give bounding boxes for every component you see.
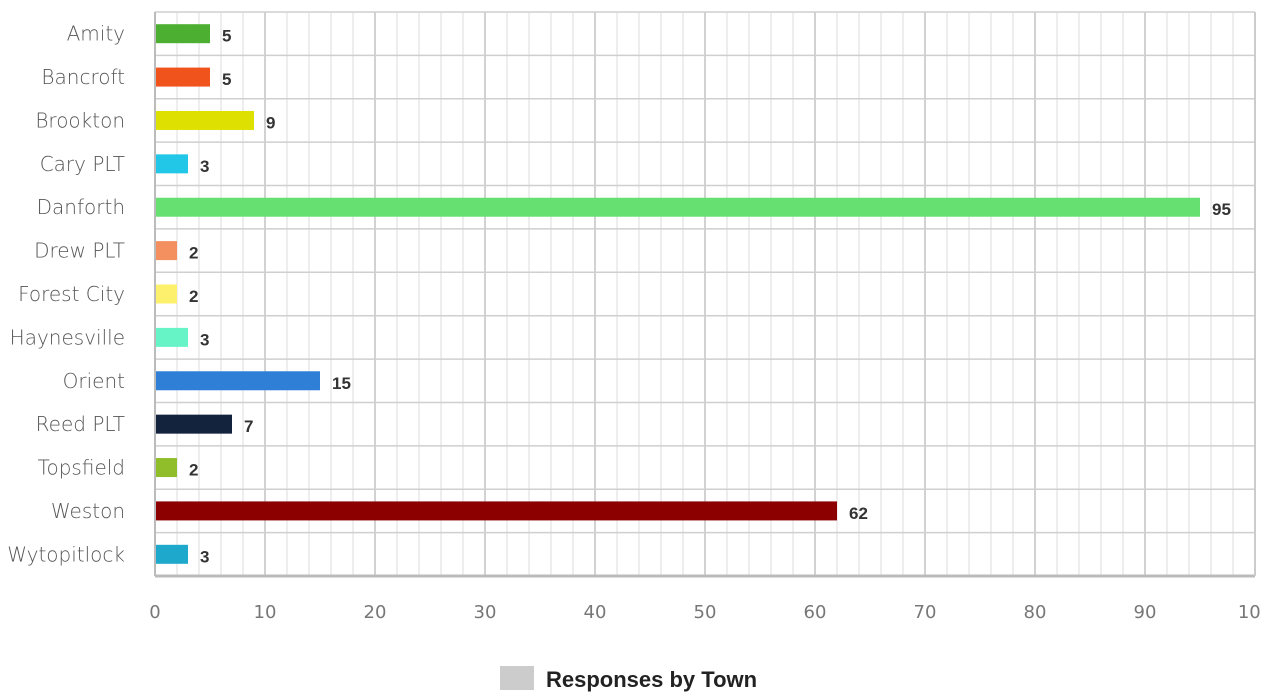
bar-value-label: 9 — [266, 113, 275, 132]
x-tick-label: 40 — [584, 602, 607, 623]
category-label: Wytopitlock — [7, 542, 125, 566]
category-label: Drew PLT — [34, 239, 125, 263]
bar-orient — [156, 371, 320, 391]
category-label: Weston — [51, 499, 125, 523]
bar-value-label: 62 — [849, 504, 868, 523]
bar-weston — [156, 501, 837, 521]
category-label: Orient — [63, 369, 125, 393]
bar-haynesville — [156, 327, 188, 347]
bar-value-label: 5 — [222, 27, 231, 46]
category-label: Haynesville — [10, 325, 125, 349]
legend-label: Responses by Town — [546, 667, 757, 692]
bar-value-label: 7 — [244, 417, 253, 436]
x-tick-label: 60 — [804, 602, 827, 623]
bar-value-label: 3 — [200, 330, 209, 349]
bar-bancroft — [156, 67, 210, 87]
bar-amity — [156, 24, 210, 44]
category-label: Cary PLT — [40, 152, 125, 176]
x-tick-label: 50 — [694, 602, 717, 623]
bar-value-label: 2 — [189, 244, 198, 263]
legend-swatch — [500, 666, 534, 690]
bar-value-label: 95 — [1212, 200, 1231, 219]
chart-legend: Responses by Town — [500, 666, 757, 692]
category-label: Forest City — [18, 282, 125, 306]
x-tick-label: 30 — [474, 602, 497, 623]
category-label: Bancroft — [41, 65, 125, 89]
bar-value-label: 2 — [189, 287, 198, 306]
bar-value-label: 5 — [222, 70, 231, 89]
bar-value-label: 3 — [200, 157, 209, 176]
bar-topsfield — [156, 458, 177, 478]
bar-brookton — [156, 110, 254, 130]
chart-grid — [154, 11, 1256, 578]
category-label: Danforth — [37, 195, 125, 219]
bar-danforth — [156, 197, 1200, 217]
x-tick-label: 80 — [1024, 602, 1047, 623]
x-tick-label: 0 — [149, 602, 160, 623]
category-label: Reed PLT — [36, 412, 125, 436]
category-label: Amity — [67, 22, 125, 46]
category-label: Topsfield — [38, 456, 125, 480]
x-tick-label: 20 — [364, 602, 387, 623]
value-axis-tick-labels: 0 10 20 30 40 50 60 70 80 90 100 — [149, 602, 1261, 623]
x-tick-label: 100 — [1238, 602, 1261, 623]
bar-wytopitlock — [156, 544, 188, 564]
bar-cary-plt — [156, 154, 188, 174]
category-axis-labels: Amity Bancroft Brookton Cary PLT Danforth Dre… — [7, 22, 125, 567]
bar-reed-plt — [156, 414, 232, 434]
bar-value-label: 15 — [332, 374, 351, 393]
bar-value-label: 2 — [189, 461, 198, 480]
x-tick-label: 90 — [1134, 602, 1157, 623]
category-label: Brookton — [35, 108, 125, 132]
x-tick-label: 10 — [254, 602, 277, 623]
bar-drew-plt — [156, 241, 177, 261]
x-tick-label: 70 — [914, 602, 937, 623]
bar-value-label: 3 — [200, 547, 209, 566]
bar-forest-city — [156, 284, 177, 304]
chart-bars — [156, 24, 1200, 564]
